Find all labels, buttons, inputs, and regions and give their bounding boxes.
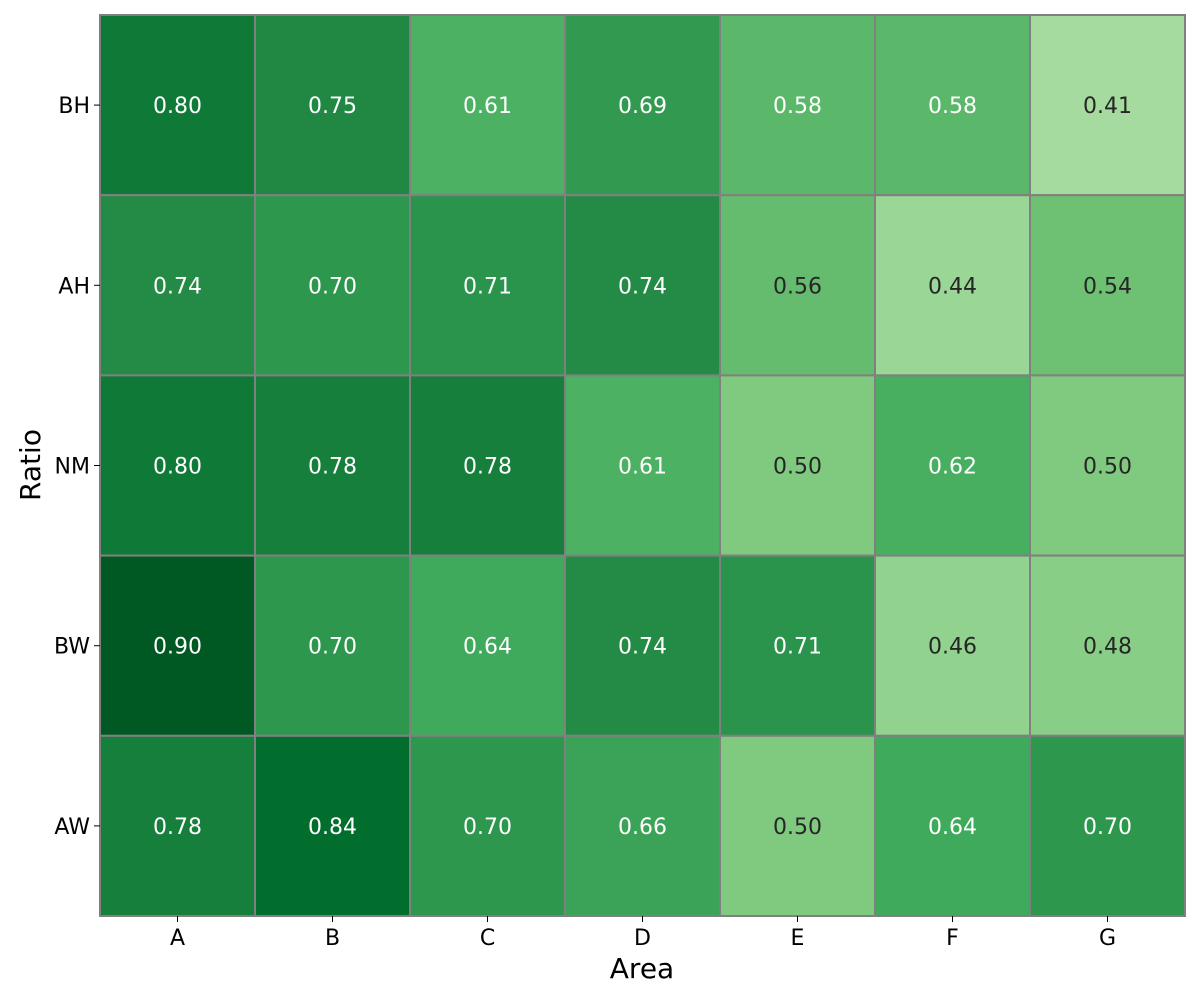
cell-value-label-BH-B: 0.75	[308, 94, 357, 119]
y-tick-label-BW: BW	[54, 635, 90, 660]
cell-value-label-AH-F: 0.44	[928, 274, 977, 299]
cell-value-label-BW-C: 0.64	[463, 635, 512, 660]
heatmap-cell-NM-G	[1029, 374, 1186, 557]
cell-value-label-BH-D: 0.69	[618, 94, 667, 119]
cell-value-label-AW-G: 0.70	[1083, 815, 1132, 840]
cell-value-label-BW-A: 0.90	[153, 635, 202, 660]
heatmap-cell-BW-B	[254, 554, 411, 737]
heatmap-cell-AH-G	[1029, 194, 1186, 377]
cell-value-label-BH-F: 0.58	[928, 94, 977, 119]
y-tick-label-AH: AH	[58, 274, 90, 299]
heatmap-cell-BH-E	[719, 14, 876, 197]
heatmap-cell-NM-B	[254, 374, 411, 557]
y-tick-label-NM: NM	[55, 455, 90, 480]
cell-value-label-NM-E: 0.50	[773, 455, 822, 480]
heatmap-cell-NM-D	[564, 374, 721, 557]
heatmap-cell-AH-E	[719, 194, 876, 377]
x-tick-label-D: D	[634, 926, 651, 951]
cell-value-label-AH-C: 0.71	[463, 274, 512, 299]
cell-value-label-AW-F: 0.64	[928, 815, 977, 840]
heatmap-cell-AW-A	[99, 734, 256, 917]
x-tick-label-A: A	[170, 926, 185, 951]
cell-value-label-NM-A: 0.80	[153, 455, 202, 480]
cell-value-label-AH-B: 0.70	[308, 274, 357, 299]
cell-value-label-AH-G: 0.54	[1083, 274, 1132, 299]
heatmap-cell-NM-F	[874, 374, 1031, 557]
cell-value-label-BW-B: 0.70	[308, 635, 357, 660]
heatmap-cell-BH-D	[564, 14, 721, 197]
x-axis: A B C D E F G	[170, 916, 1116, 951]
cell-value-label-NM-F: 0.62	[928, 455, 977, 480]
heatmap-cell-BW-G	[1029, 554, 1186, 737]
cell-value-label-NM-C: 0.78	[463, 455, 512, 480]
cell-value-label-AW-C: 0.70	[463, 815, 512, 840]
cell-value-label-AW-B: 0.84	[308, 815, 357, 840]
heatmap-cell-AH-C	[409, 194, 566, 377]
heatmap-cells: 0.80 0.75 0.61 0.69 0.58 0.58 0.41 0.74 0.70 0.71…	[99, 14, 1186, 917]
cell-value-label-BH-E: 0.58	[773, 94, 822, 119]
y-axis: BH AH NM BW AW	[54, 94, 100, 840]
cell-value-label-NM-G: 0.50	[1083, 455, 1132, 480]
cell-value-label-NM-D: 0.61	[618, 455, 667, 480]
cell-value-label-AW-D: 0.66	[618, 815, 667, 840]
heatmap-cell-BH-F	[874, 14, 1031, 197]
x-tick-label-E: E	[791, 926, 805, 951]
cell-value-label-NM-B: 0.78	[308, 455, 357, 480]
heatmap-cell-NM-C	[409, 374, 566, 557]
heatmap-cell-BW-D	[564, 554, 721, 737]
cell-value-label-BH-G: 0.41	[1083, 94, 1132, 119]
heatmap-cell-AH-F	[874, 194, 1031, 377]
y-tick-label-BH: BH	[58, 94, 90, 119]
x-axis-label: Area	[610, 952, 674, 985]
heatmap-cell-NM-E	[719, 374, 876, 557]
y-tick-label-AW: AW	[54, 815, 90, 840]
heatmap-cell-BH-B	[254, 14, 411, 197]
y-axis-label: Ratio	[14, 429, 47, 501]
cell-value-label-AW-A: 0.78	[153, 815, 202, 840]
x-tick-label-B: B	[325, 926, 340, 951]
x-tick-label-F: F	[946, 926, 959, 951]
heatmap-cell-AW-G	[1029, 734, 1186, 917]
cell-value-label-BW-G: 0.48	[1083, 635, 1132, 660]
heatmap-cell-BH-A	[99, 14, 256, 197]
cell-value-label-BH-C: 0.61	[463, 94, 512, 119]
cell-value-label-BH-A: 0.80	[153, 94, 202, 119]
heatmap-cell-AW-C	[409, 734, 566, 917]
x-tick-label-C: C	[480, 926, 495, 951]
cell-value-label-AH-E: 0.56	[773, 274, 822, 299]
cell-value-label-AH-A: 0.74	[153, 274, 202, 299]
cell-value-label-AW-E: 0.50	[773, 815, 822, 840]
cell-value-label-BW-E: 0.71	[773, 635, 822, 660]
cell-value-label-BW-F: 0.46	[928, 635, 977, 660]
cell-value-label-AH-D: 0.74	[618, 274, 667, 299]
heatmap-cell-BW-F	[874, 554, 1031, 737]
heatmap-cell-BW-A	[99, 554, 256, 737]
cell-value-label-BW-D: 0.74	[618, 635, 667, 660]
x-tick-label-G: G	[1099, 926, 1116, 951]
